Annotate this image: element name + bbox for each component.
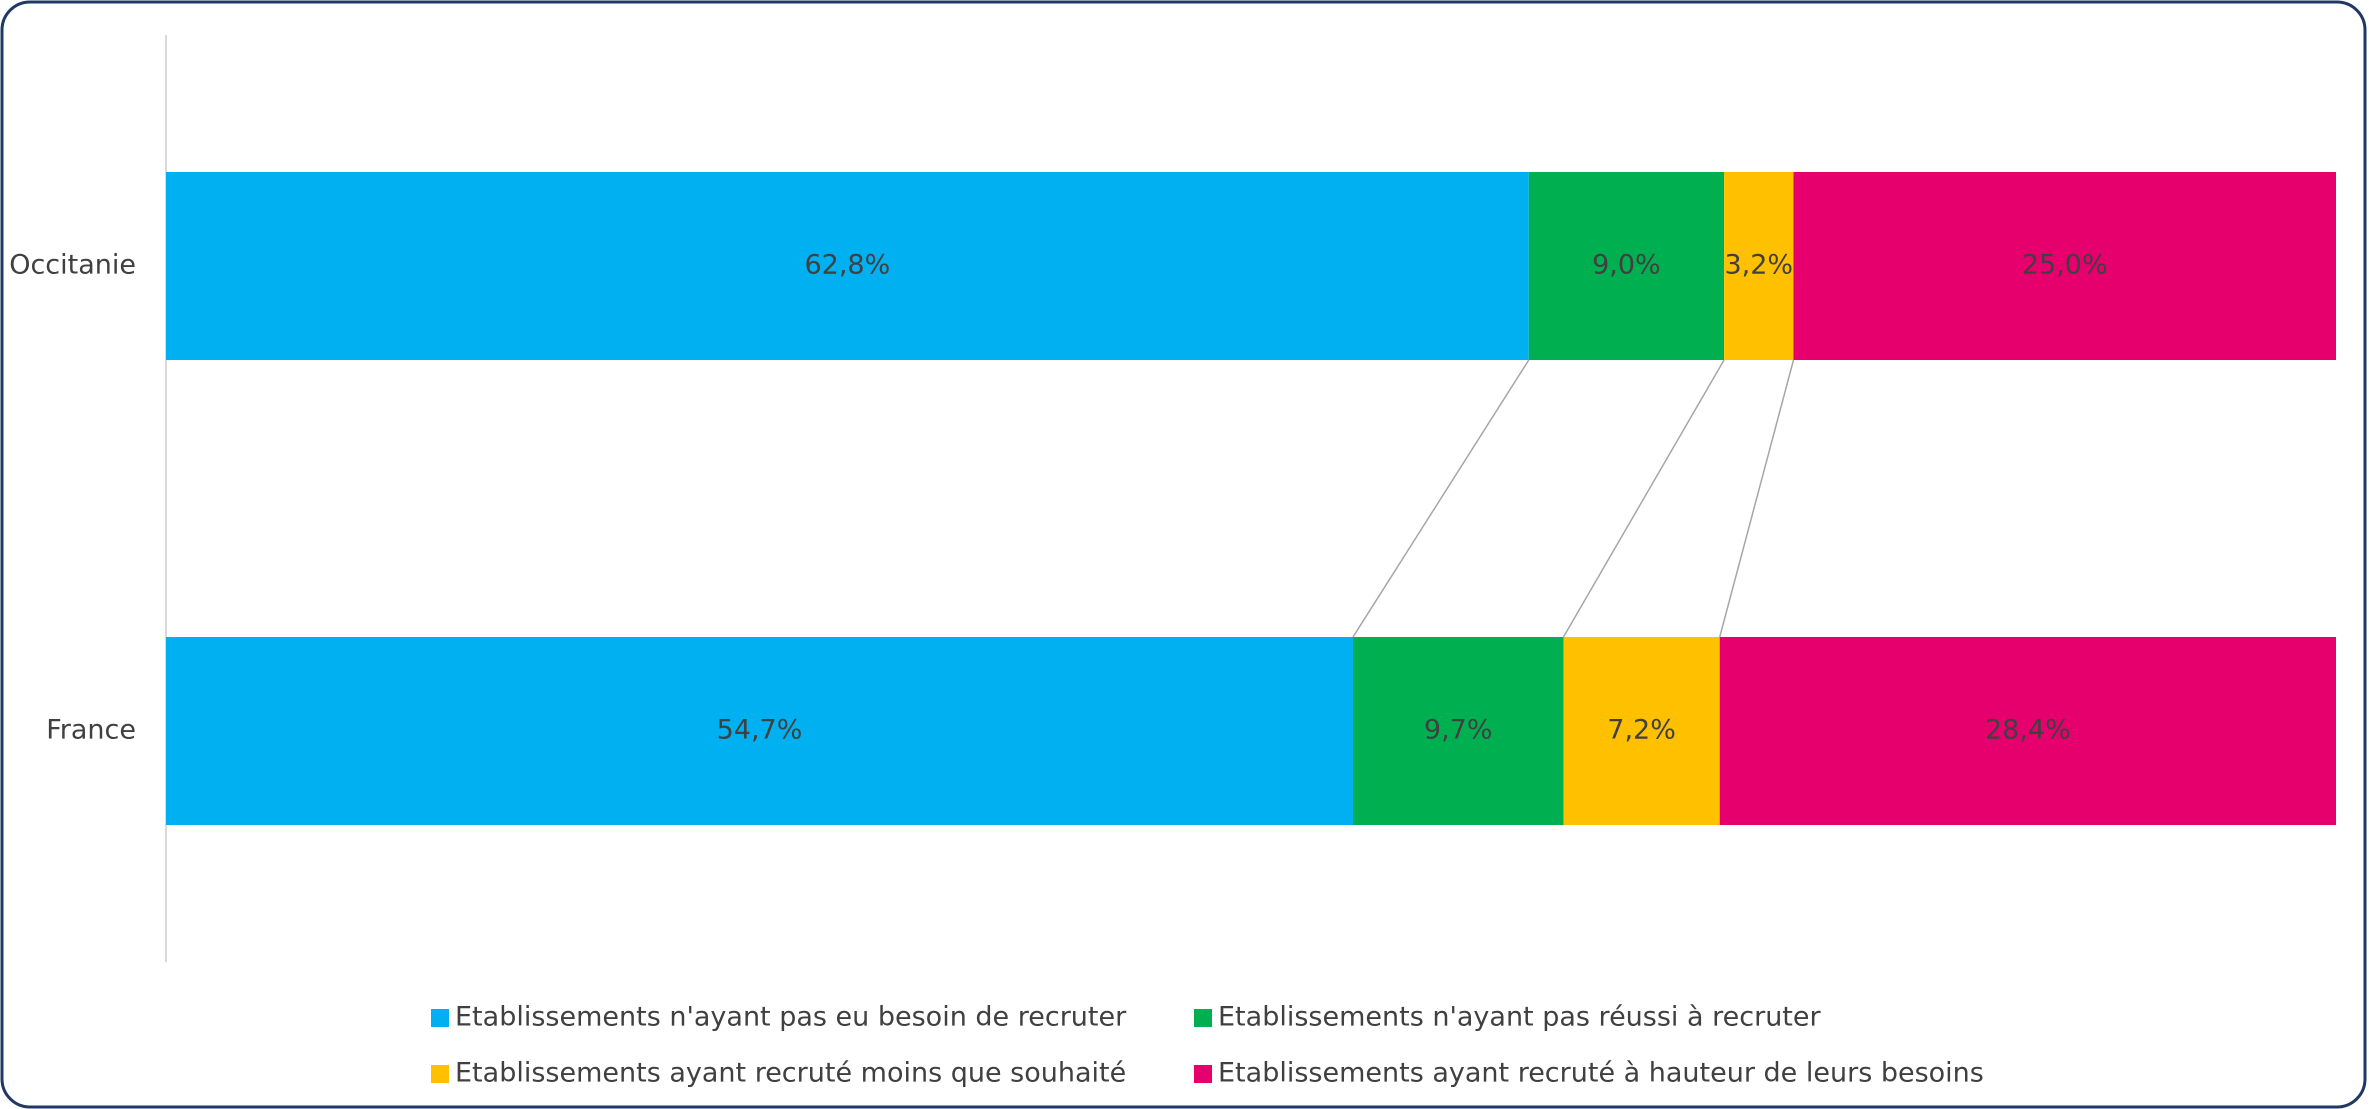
bar-segment [1528,172,1725,360]
legend-label: Etablissements n'ayant pas réussi à recr… [1218,1002,1822,1033]
series-line [1718,359,1795,638]
bar-segment [1563,637,1720,825]
legend-label: Etablissements ayant recruté moins que s… [455,1058,1126,1089]
bar-segment [166,172,1529,360]
legend-swatch [431,1009,449,1027]
bar-segment [1719,637,2336,825]
value-label: 54,7% [717,715,803,746]
value-label: 25,0% [2022,250,2108,281]
bar-segment [166,637,1353,825]
legend-swatch [1194,1009,1212,1027]
legend-swatch [1194,1065,1212,1083]
legend-swatch [431,1065,449,1083]
bar-segment [1793,172,2336,360]
legend-label: Etablissements n'ayant pas eu besoin de … [455,1002,1127,1033]
series-line [1352,359,1530,638]
value-label: 9,7% [1424,715,1493,746]
legend-label: Etablissements ayant recruté à hauteur d… [1218,1058,1984,1089]
bar-segment [1352,637,1564,825]
category-label: France [46,715,136,746]
bar-segment [1724,172,1794,360]
category-label: Occitanie [9,250,136,281]
value-label: 9,0% [1592,250,1661,281]
value-label: 62,8% [804,250,890,281]
value-label: 3,2% [1724,250,1793,281]
value-label: 28,4% [1985,715,2071,746]
value-label: 7,2% [1607,715,1676,746]
series-line [1562,359,1725,638]
